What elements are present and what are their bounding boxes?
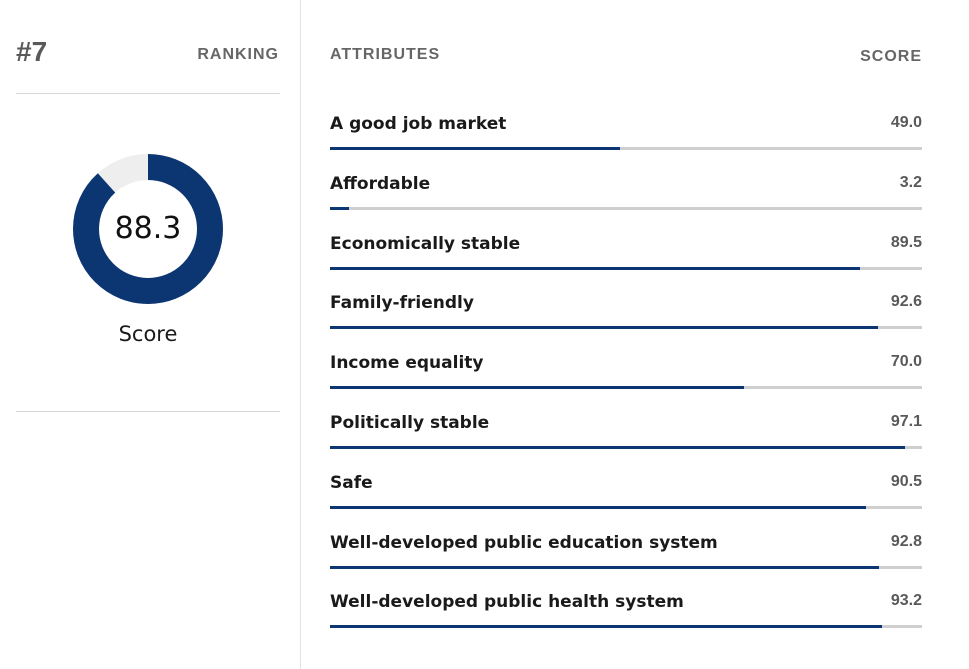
score-bar-fill [330,386,745,390]
score-header: SCORE [860,48,922,65]
attribute-row: Well-developed public education system 9… [330,523,922,583]
ranking-label: RANKING [197,46,279,63]
attribute-score: 70.0 [890,353,922,371]
attribute-row: Family-friendly 92.6 [330,283,922,343]
score-bar-track [330,445,922,449]
attribute-row: Well-developed public health system 93.2 [330,582,922,642]
attribute-label: Politically stable [330,412,490,433]
score-bar-track [330,266,922,270]
score-bar-track [330,565,922,569]
attributes-header: ATTRIBUTES [330,46,441,63]
score-bar-fill [330,445,905,449]
attribute-score: 92.8 [890,532,922,550]
divider-bottom [16,411,280,412]
rank-number: #7 [16,36,48,67]
attribute-label: Family-friendly [330,293,474,314]
score-bar-track [330,206,922,210]
attributes-panel: ATTRIBUTES SCORE A good job market 49.0 … [330,0,922,669]
attribute-score: 97.1 [890,412,922,430]
attribute-label: Income equality [330,353,484,374]
score-bar-track [330,326,922,330]
score-donut [73,154,223,304]
attribute-score: 89.5 [890,233,922,251]
attribute-row: Safe 90.5 [330,463,922,523]
attribute-score: 90.5 [890,472,922,490]
overall-score-value: 88.3 [114,211,182,246]
attribute-label: Economically stable [330,233,521,254]
score-bar-fill [330,625,882,629]
panel-divider [300,0,301,669]
overall-score-label: Score [118,322,178,346]
ranking-panel: #7 RANKING 88.3 Score [0,0,300,669]
donut-arc [73,154,223,304]
attribute-label: Well-developed public health system [330,592,684,613]
attribute-row: Income equality 70.0 [330,343,922,403]
attribute-score: 49.0 [890,114,922,131]
attribute-score: 3.2 [899,173,922,191]
score-bar-fill [330,565,880,569]
attribute-row: Affordable 3.2 [330,164,922,224]
score-bar-fill [330,266,860,270]
attribute-label: Well-developed public education system [330,532,718,553]
attribute-score: 93.2 [890,592,922,610]
score-bar-fill [330,147,621,150]
attribute-list: A good job market 49.0 Affordable 3.2 Ec… [330,104,922,642]
score-bar-track [330,625,922,629]
attribute-row: Politically stable 97.1 [330,403,922,463]
attribute-label: Affordable [330,173,431,194]
attribute-label: Safe [330,472,373,493]
score-bar-fill [330,505,866,509]
attribute-row: A good job market 49.0 [330,104,922,164]
attribute-label: A good job market [330,114,507,134]
score-bar-track [330,505,922,509]
score-bar-track [330,147,922,150]
score-bar-fill [330,326,879,330]
score-bar-fill [330,206,349,210]
attribute-score: 92.6 [890,293,922,311]
attribute-row: Economically stable 89.5 [330,224,922,284]
score-bar-track [330,386,922,390]
divider-top [16,93,280,94]
